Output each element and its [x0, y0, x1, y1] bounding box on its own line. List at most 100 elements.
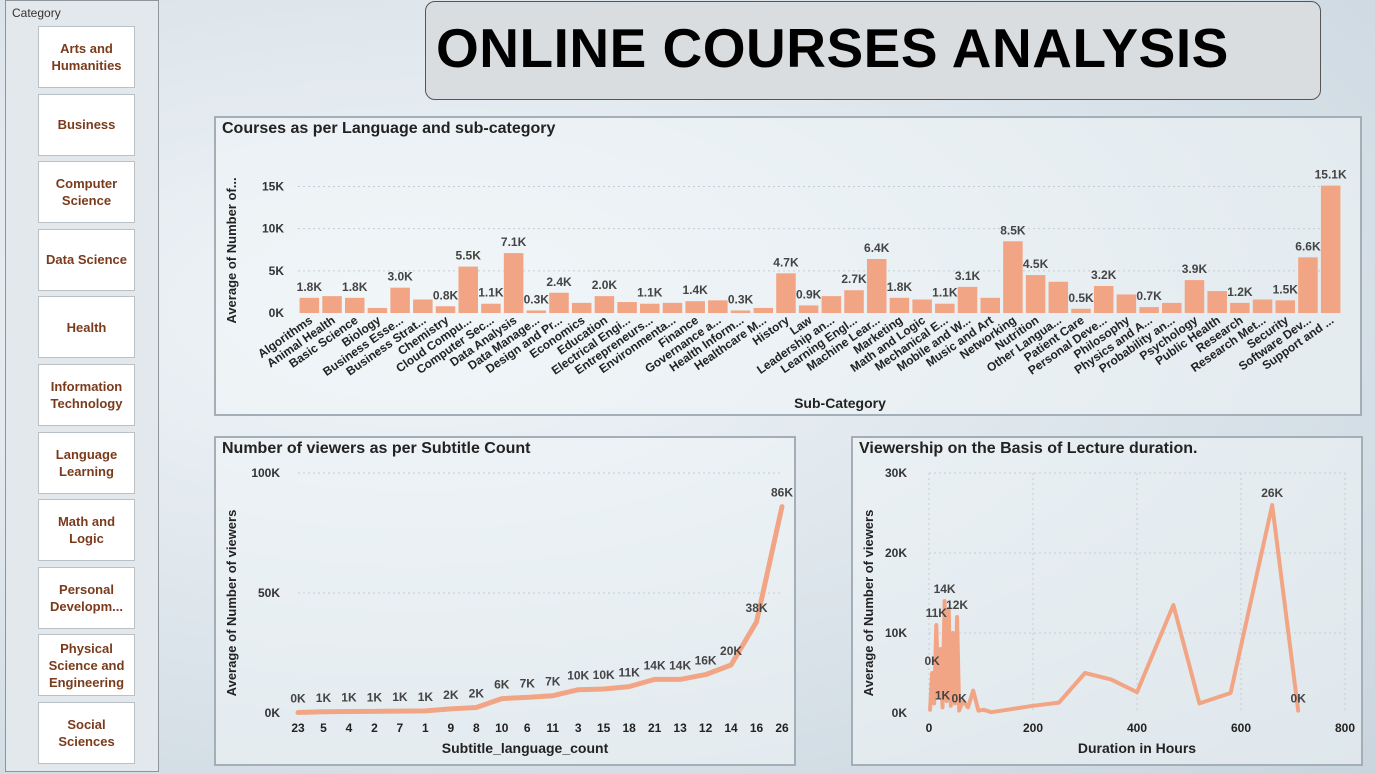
data-label: 86K: [771, 486, 793, 500]
slicer-item-computer-science[interactable]: Computer Science: [38, 161, 135, 224]
x-tick-label: 7: [397, 721, 404, 735]
data-label: 26K: [1261, 486, 1283, 500]
data-label: 1.5K: [1273, 282, 1299, 296]
bar: [798, 305, 819, 313]
bar: [617, 302, 637, 313]
bar: [1139, 307, 1159, 313]
data-label: 7K: [520, 676, 536, 690]
y-axis-title: Average of Number of viewers: [224, 510, 239, 697]
data-label: 7.1K: [501, 235, 527, 249]
y-tick-label: 30K: [885, 466, 907, 480]
slicer-item-arts-and-humanities[interactable]: Arts and Humanities: [38, 26, 135, 88]
bar: [481, 303, 501, 313]
x-tick-label: 18: [622, 721, 636, 735]
x-tick-label: 400: [1127, 721, 1147, 735]
x-tick-label: 14: [724, 721, 738, 735]
slicer-item-business[interactable]: Business: [38, 93, 135, 156]
slicer-item-personal-developm[interactable]: Personal Developm...: [38, 566, 135, 629]
bar: [322, 296, 342, 313]
data-label: 7K: [545, 675, 561, 689]
data-label: 0.5K: [1068, 291, 1094, 305]
data-label: 3.2K: [1091, 268, 1117, 282]
data-label: 20K: [720, 644, 742, 658]
data-label: 10K: [567, 669, 589, 683]
data-label: 11K: [926, 606, 948, 620]
bar: [1071, 308, 1091, 313]
data-label: 3.1K: [955, 269, 981, 283]
data-label: 1.4K: [682, 283, 708, 297]
bar: [1207, 291, 1227, 313]
data-label: 1.8K: [297, 280, 323, 294]
y-tick-label: 10K: [885, 626, 907, 640]
bar: [1252, 299, 1273, 313]
x-tick-label: 600: [1231, 721, 1251, 735]
bar: [1184, 280, 1205, 313]
slicer-item-data-science[interactable]: Data Science: [38, 228, 135, 291]
data-label: 0.9K: [796, 287, 822, 301]
bar: [549, 292, 569, 313]
slicer-item-health[interactable]: Health: [38, 296, 135, 359]
x-tick-label: 13: [673, 721, 687, 735]
bar: [1320, 185, 1341, 313]
chart-title: Viewership on the Basis of Lecture durat…: [859, 440, 1198, 457]
data-label: 3.0K: [387, 270, 413, 284]
y-axis-title: Average of Number of viewers: [861, 510, 876, 697]
y-tick-label: 20K: [885, 546, 907, 560]
data-label: 14K: [934, 582, 956, 596]
data-label: 15.1K: [1315, 168, 1347, 182]
bar: [889, 297, 910, 313]
bar: [821, 296, 842, 313]
data-label: 2.7K: [841, 272, 867, 286]
bar: [390, 287, 410, 313]
data-label: 11K: [618, 666, 640, 680]
data-label: 0.3K: [728, 292, 754, 306]
x-tick-label: 12: [699, 721, 713, 735]
x-tick-label: 5: [320, 721, 327, 735]
series-line: [928, 503, 1301, 715]
line-chart: 0K 10K 20K 30K 0 200 400 600 800 0K 11K 14K 1K 12K 0K 2…: [861, 466, 1355, 756]
bar: [1116, 294, 1137, 313]
slicer-item-language-learning[interactable]: Language Learning: [38, 431, 135, 494]
data-label: 1K: [367, 690, 383, 704]
bar: [1230, 302, 1250, 313]
line-chart: 0K50K100K0K231K51K41K21K71K12K92K86K107K…: [224, 466, 793, 756]
bar: [435, 306, 456, 313]
bar: [458, 266, 478, 313]
y-axis-title: Average of Number of...: [224, 177, 239, 323]
slicer-item-information-technology[interactable]: Information Technology: [38, 364, 135, 426]
page-title: ONLINE COURSES ANALYSIS: [436, 17, 1229, 79]
bar: [344, 297, 365, 313]
data-label: 0K: [924, 654, 940, 668]
x-tick-label: 0: [926, 721, 933, 735]
y-tick-label: 0K: [892, 706, 908, 720]
bar: [685, 301, 705, 313]
y-tick-label: 50K: [258, 586, 280, 600]
slicer-item-physical-science-and-engineering[interactable]: Physical Science and Engineering: [38, 634, 135, 697]
bar: [1025, 275, 1046, 313]
y-tick-label: 5K: [269, 264, 285, 278]
data-label: 8.5K: [1000, 223, 1026, 237]
x-tick-label: 2: [371, 721, 378, 735]
data-label: 1.1K: [932, 286, 958, 300]
x-tick-label: 11: [546, 721, 559, 735]
bar: [776, 273, 796, 313]
bar: [662, 302, 683, 313]
x-tick-label: 6: [524, 721, 531, 735]
bar: [640, 303, 660, 313]
data-label: 1K: [935, 688, 951, 702]
x-tick-label: 9: [447, 721, 454, 735]
subtitle-count-chart-panel: Number of viewers as per Subtitle Count …: [214, 436, 796, 766]
slicer-item-social-sciences[interactable]: Social Sciences: [38, 702, 135, 764]
y-tick-label: 0K: [269, 306, 285, 320]
x-tick-label: 800: [1335, 721, 1355, 735]
data-label: 1.1K: [637, 286, 663, 300]
bar: [753, 307, 774, 313]
data-label: 1.1K: [478, 286, 504, 300]
data-label: 2K: [469, 686, 485, 700]
slicer-item-math-and-logic[interactable]: Math and Logic: [38, 499, 135, 562]
data-label: 2.4K: [546, 275, 572, 289]
y-tick-label: 0K: [265, 706, 281, 720]
y-tick-label: 10K: [262, 222, 284, 236]
data-label: 1K: [418, 690, 434, 704]
